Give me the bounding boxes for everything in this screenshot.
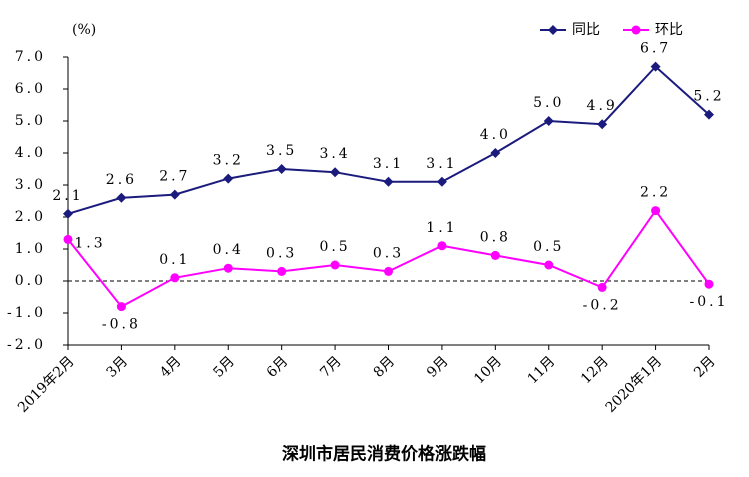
marker xyxy=(490,250,500,260)
marker xyxy=(597,119,608,130)
marker xyxy=(384,266,393,276)
marker xyxy=(169,189,180,200)
value-label: -0.8 xyxy=(102,317,141,333)
value-label: 3.2 xyxy=(213,153,244,169)
x-tick-label: 12月 xyxy=(578,353,612,387)
x-tick-label: 2019年2月 xyxy=(15,353,78,416)
marker xyxy=(650,61,661,72)
marker xyxy=(544,260,554,270)
value-label: 4.0 xyxy=(480,127,511,143)
y-tick-label: -2.0 xyxy=(7,337,46,353)
x-tick-label: 3月 xyxy=(104,353,132,381)
value-label: 0.5 xyxy=(319,239,350,255)
value-label: 0.3 xyxy=(373,245,404,261)
marker xyxy=(116,302,126,312)
value-label: 1.1 xyxy=(426,220,457,236)
value-label: 2.6 xyxy=(106,172,137,188)
marker xyxy=(543,116,554,126)
x-tick-label: 7月 xyxy=(317,353,345,381)
marker xyxy=(651,206,661,216)
y-tick-label: 1.0 xyxy=(15,241,46,257)
legend-label: 环比 xyxy=(655,22,683,38)
value-label: 2.2 xyxy=(640,185,671,201)
x-tick-label: 5月 xyxy=(210,353,238,381)
value-label: 3.1 xyxy=(426,156,457,172)
value-label: 5.0 xyxy=(533,95,564,111)
marker xyxy=(597,282,607,292)
value-label: 0.4 xyxy=(213,242,244,258)
chart-title: 深圳市居民消费价格涨跌幅 xyxy=(282,444,486,465)
x-tick-label: 2020年1月 xyxy=(603,353,666,416)
value-label: 2.7 xyxy=(159,169,190,185)
y-tick-label: 0.0 xyxy=(15,273,46,289)
value-label: 0.3 xyxy=(266,245,297,261)
marker xyxy=(276,164,287,174)
marker xyxy=(223,263,233,273)
x-tick-label: 10月 xyxy=(471,353,505,387)
value-label: 0.8 xyxy=(480,229,511,245)
marker xyxy=(277,266,287,276)
value-label: 3.4 xyxy=(319,146,350,162)
value-label: 6.7 xyxy=(640,41,671,57)
y-tick-label: 3.0 xyxy=(15,177,46,193)
y-tick-label: 4.0 xyxy=(15,145,46,161)
y-tick-label: 7.0 xyxy=(15,49,46,65)
marker xyxy=(63,208,73,219)
series-line xyxy=(67,65,710,215)
value-label: 3.5 xyxy=(266,143,297,159)
y-tick-label: 2.0 xyxy=(15,209,46,225)
marker xyxy=(490,148,501,158)
legend-marker xyxy=(631,25,641,35)
y-unit: (%) xyxy=(72,22,96,38)
value-label: 0.1 xyxy=(159,252,190,268)
x-tick-label: 9月 xyxy=(424,353,452,381)
x-tick-label: 2月 xyxy=(691,353,719,381)
legend-label: 同比 xyxy=(572,22,600,38)
value-label: -0.1 xyxy=(690,294,729,310)
value-label: 5.2 xyxy=(693,89,724,105)
marker xyxy=(704,109,714,120)
marker xyxy=(170,273,180,283)
marker xyxy=(330,260,340,270)
y-tick-label: 6.0 xyxy=(15,81,46,97)
marker xyxy=(223,173,234,184)
value-label: 0.5 xyxy=(533,239,564,255)
value-label: 3.1 xyxy=(373,156,404,172)
y-tick-label: -1.0 xyxy=(7,305,46,321)
marker xyxy=(116,192,127,203)
marker xyxy=(437,241,447,251)
x-tick-label: 8月 xyxy=(371,353,399,381)
value-label: 1.3 xyxy=(74,235,105,251)
y-tick-label: 5.0 xyxy=(15,113,46,129)
legend-marker xyxy=(548,25,558,35)
marker xyxy=(383,176,394,187)
value-label: -0.2 xyxy=(583,297,622,313)
x-tick-label: 11月 xyxy=(525,353,559,387)
value-label: 4.9 xyxy=(587,98,618,114)
marker xyxy=(63,234,73,244)
x-tick-label: 4月 xyxy=(157,353,185,381)
x-tick-label: 6月 xyxy=(264,353,292,381)
marker xyxy=(704,279,714,289)
value-label: 2.1 xyxy=(52,188,83,204)
marker xyxy=(330,167,341,178)
marker xyxy=(436,176,447,187)
